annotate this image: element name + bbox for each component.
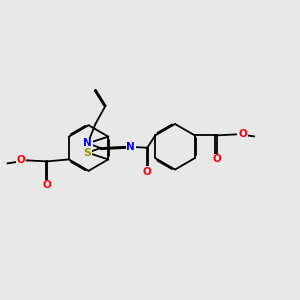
Text: O: O xyxy=(238,129,247,140)
Text: O: O xyxy=(43,180,51,190)
Text: O: O xyxy=(143,167,152,176)
Text: O: O xyxy=(212,154,221,164)
Text: N: N xyxy=(127,142,135,152)
Text: S: S xyxy=(84,148,92,158)
Text: O: O xyxy=(16,155,25,165)
Text: N: N xyxy=(83,138,92,148)
